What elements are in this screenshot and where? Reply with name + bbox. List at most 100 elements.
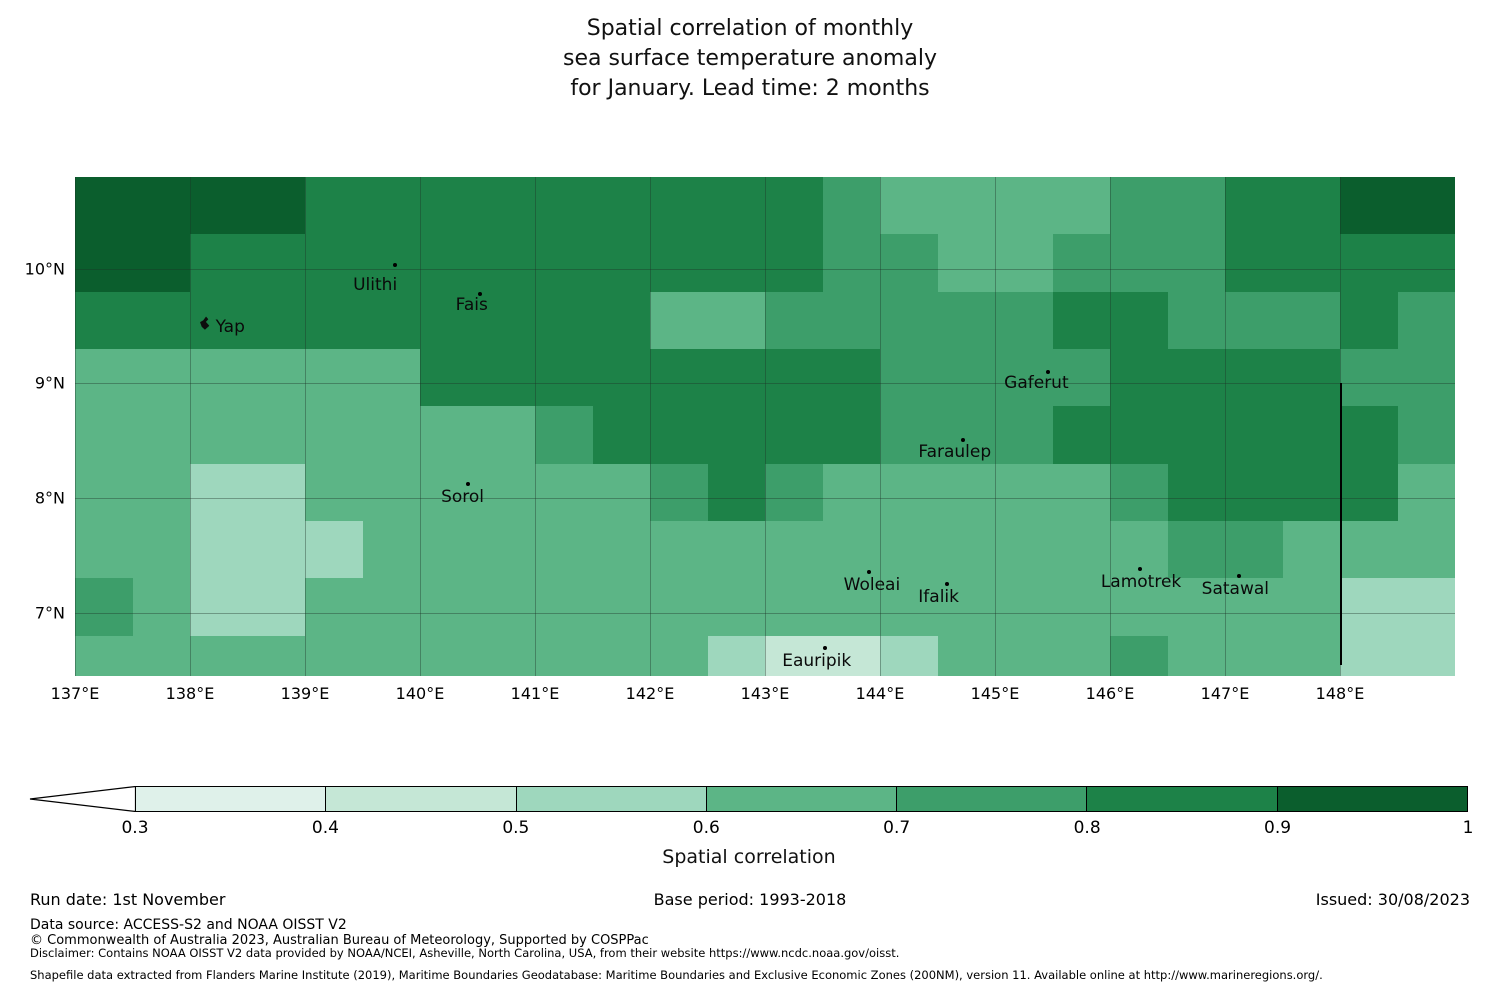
heatmap-cell xyxy=(1225,177,1284,236)
heatmap-cell xyxy=(1110,291,1169,350)
heatmap-cell xyxy=(535,578,594,637)
heatmap-cell xyxy=(650,578,709,637)
x-tick-label: 139°E xyxy=(280,684,330,703)
heatmap-cell xyxy=(880,463,939,522)
data-source-text: Data source: ACCESS-S2 and NOAA OISST V2 xyxy=(30,917,347,933)
y-tick-label: 10°N xyxy=(24,259,65,279)
heatmap-cell xyxy=(535,349,594,408)
place-label-satawal: Satawal xyxy=(1201,578,1270,599)
heatmap-cell xyxy=(362,234,421,293)
x-tick-label: 147°E xyxy=(1200,684,1250,703)
heatmap-cell xyxy=(765,463,824,522)
heatmap-cell xyxy=(1052,635,1111,676)
heatmap-cell xyxy=(822,177,881,236)
heatmap-cell xyxy=(1052,234,1111,293)
heatmap-cell xyxy=(190,406,249,465)
heatmap-cell xyxy=(1110,463,1169,522)
y-axis: 10°N 9°N 8°N 7°N xyxy=(0,177,65,676)
heatmap-cell xyxy=(880,406,939,465)
chart-title: Spatial correlation of monthly sea surfa… xyxy=(0,14,1500,104)
heatmap-cell xyxy=(937,234,996,293)
heatmap-cell xyxy=(995,578,1054,637)
heatmap-cell xyxy=(1340,291,1399,350)
heatmap-cell xyxy=(822,578,881,637)
island-marker-dot xyxy=(1137,567,1142,572)
heatmap-cell xyxy=(1052,349,1111,408)
heatmap-cell xyxy=(880,291,939,350)
colorbar xyxy=(135,786,1468,812)
x-tick-label: 138°E xyxy=(165,684,215,703)
colorbar-tick-label: 0.4 xyxy=(311,818,339,838)
chart-title-line3: for January. Lead time: 2 months xyxy=(570,76,930,101)
place-label-sorol: Sorol xyxy=(441,487,485,508)
heatmap-cell xyxy=(995,635,1054,676)
gridline-vertical xyxy=(190,177,191,676)
gridline-vertical xyxy=(650,177,651,676)
heatmap-cell xyxy=(535,463,594,522)
heatmap-cell xyxy=(1225,234,1284,293)
base-period-text: Base period: 1993-2018 xyxy=(653,890,847,909)
heatmap-cell xyxy=(650,406,709,465)
heatmap-cell xyxy=(305,578,364,637)
heatmap-cell xyxy=(822,463,881,522)
heatmap-cell xyxy=(765,349,824,408)
heatmap-cell xyxy=(1397,463,1455,522)
heatmap-cell xyxy=(132,463,191,522)
heatmap-cell xyxy=(132,521,191,580)
heatmap-cell xyxy=(75,463,134,522)
heatmap-cell xyxy=(765,177,824,236)
heatmap-cell xyxy=(305,406,364,465)
disclaimer-text: Disclaimer: Contains NOAA OISST V2 data … xyxy=(30,946,900,960)
heatmap-cell xyxy=(535,177,594,236)
shapefile-text: Shapefile data extracted from Flanders M… xyxy=(30,968,1323,982)
heatmap-cell xyxy=(75,521,134,580)
gridline-horizontal xyxy=(75,612,1455,614)
heatmap-cell xyxy=(1282,234,1341,293)
heatmap-cell xyxy=(592,463,651,522)
gridline-vertical xyxy=(1110,177,1111,676)
heatmap-cell xyxy=(1052,406,1111,465)
heatmap-cell xyxy=(1282,521,1341,580)
heatmap-cell xyxy=(937,406,996,465)
heatmap-cell xyxy=(1397,234,1455,293)
heatmap-cell xyxy=(937,291,996,350)
heatmap-cell xyxy=(420,635,479,676)
heatmap-cell xyxy=(707,578,766,637)
island-marker-dot xyxy=(1236,574,1241,579)
colorbar-segment xyxy=(1087,787,1278,811)
heatmap-cell xyxy=(1282,177,1341,236)
heatmap-cell xyxy=(132,635,191,676)
colorbar-tick-label: 1 xyxy=(1462,818,1474,838)
heatmap-cell xyxy=(1340,177,1399,236)
heatmap-cell xyxy=(1052,578,1111,637)
heatmap-cell xyxy=(650,463,709,522)
gridline-vertical xyxy=(305,177,306,676)
heatmap-cell xyxy=(247,521,306,580)
heatmap-cell xyxy=(247,291,306,350)
heatmap-cell xyxy=(592,406,651,465)
heatmap-cell xyxy=(1225,635,1284,676)
gridline-horizontal xyxy=(75,498,1455,500)
heatmap-cell xyxy=(75,234,134,293)
heatmap-cell xyxy=(420,291,479,350)
heatmap-cell xyxy=(995,463,1054,522)
heatmap-cell xyxy=(707,291,766,350)
heatmap-cell xyxy=(1167,291,1226,350)
heatmap-cell xyxy=(707,463,766,522)
x-axis: 137°E 138°E 139°E 140°E 141°E 142°E 143°E 144°E… xyxy=(51,684,1455,706)
colorbar-label: Spatial correlation xyxy=(662,846,836,868)
heatmap-cell xyxy=(1340,349,1399,408)
heatmap-cell xyxy=(1110,177,1169,236)
heatmap-cell xyxy=(1225,521,1284,580)
heatmap-cell xyxy=(650,234,709,293)
heatmap-cell xyxy=(937,635,996,676)
heatmap-cell xyxy=(305,349,364,408)
heatmap-cell xyxy=(1167,349,1226,408)
heatmap-cell xyxy=(1052,177,1111,236)
island-marker-dot xyxy=(944,582,949,587)
x-tick-label: 140°E xyxy=(395,684,445,703)
heatmap-cell xyxy=(1340,463,1399,522)
gridline-vertical xyxy=(1225,177,1226,676)
place-label-woleai: Woleai xyxy=(843,575,901,596)
chart-title-line2: sea surface temperature anomaly xyxy=(563,46,937,71)
